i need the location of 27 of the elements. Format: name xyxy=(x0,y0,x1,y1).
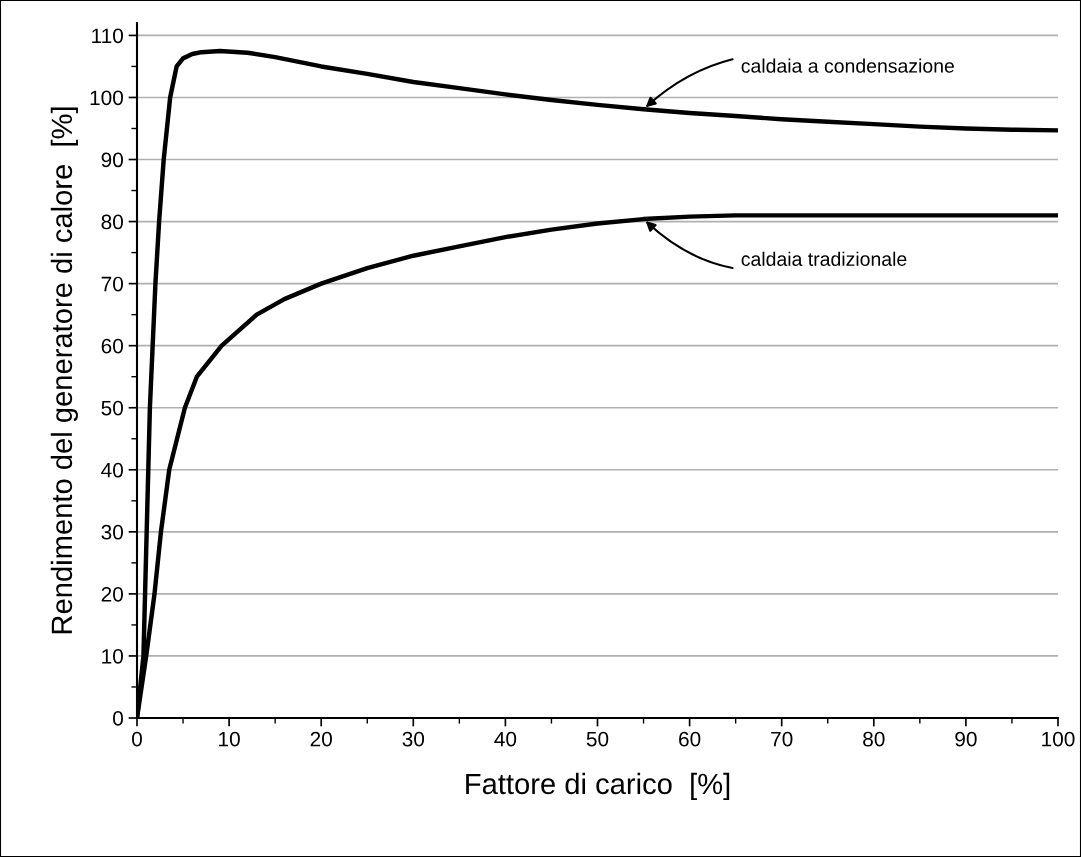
x-tick-label: 20 xyxy=(310,731,332,747)
y-tick-label: 80 xyxy=(101,214,123,230)
y-tick-label: 10 xyxy=(102,648,123,664)
y-tick-label: 90 xyxy=(101,152,123,168)
y-tick-label: 110 xyxy=(92,28,123,44)
x-tick-label: 50 xyxy=(586,731,609,747)
x-tick-label: 30 xyxy=(402,731,425,747)
x-tick-label: 90 xyxy=(955,731,977,747)
x-tick-label: 40 xyxy=(494,731,517,747)
x-axis-title: Fattore di carico [%] xyxy=(466,772,730,801)
x-tick-label: 0 xyxy=(132,731,142,747)
y-tick-label: 40 xyxy=(101,462,123,478)
x-tick-label: 80 xyxy=(863,731,885,747)
annotation: caldaia a condensazione xyxy=(741,58,954,73)
annotation: caldaia tradizionale xyxy=(741,251,907,266)
y-tick-label: 0 xyxy=(113,711,123,726)
y-tick-label: 20 xyxy=(101,586,123,602)
x-tick-label: 70 xyxy=(771,731,793,747)
y-tick-label: 100 xyxy=(90,90,123,106)
x-tick-label: 60 xyxy=(679,731,701,747)
y-tick-label: 70 xyxy=(101,276,123,292)
y-tick-label: 30 xyxy=(101,524,123,540)
x-tick-label: 10 xyxy=(219,731,240,747)
y-tick-label: 50 xyxy=(101,400,123,416)
y-axis-title: Rendimento del generatore di calore [%] xyxy=(50,107,78,634)
y-tick-label: 60 xyxy=(101,338,123,354)
x-tick-label: 100 xyxy=(1042,731,1075,747)
